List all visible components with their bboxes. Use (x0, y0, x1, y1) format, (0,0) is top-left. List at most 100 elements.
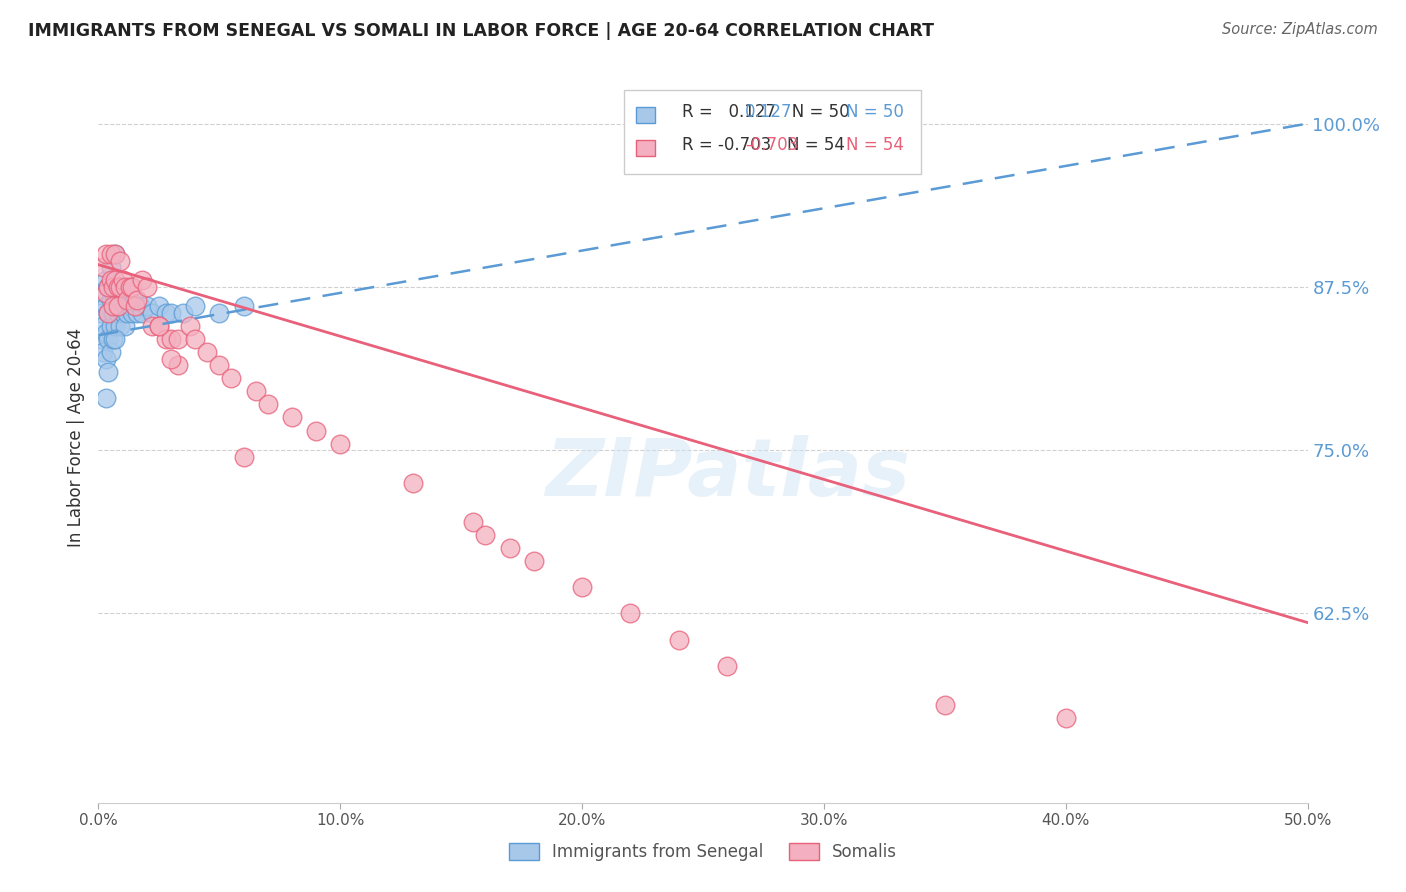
Point (124, 293, 146, 307)
Point (155, 306, 177, 320)
Point (108, 293, 131, 307)
Point (111, 286, 134, 301)
Point (245, 384, 267, 399)
Point (97, 306, 120, 320)
Point (1054, 711, 1077, 725)
Text: ZIPatlas: ZIPatlas (544, 434, 910, 513)
Point (121, 280, 143, 294)
Point (148, 319, 170, 334)
Text: R = -0.703   N = 54: R = -0.703 N = 54 (682, 136, 845, 153)
Point (141, 306, 163, 320)
Point (94, 273, 117, 287)
Point (114, 280, 136, 294)
Point (208, 306, 231, 320)
Point (135, 300, 157, 314)
Point (104, 247, 127, 261)
Point (97, 280, 120, 294)
Point (108, 280, 131, 294)
Point (94, 326, 117, 340)
Bar (637, 107, 655, 123)
Point (131, 273, 153, 287)
Point (100, 247, 122, 261)
Point (108, 319, 131, 334)
Point (668, 632, 690, 647)
Point (101, 332, 124, 346)
Point (498, 541, 520, 555)
Point (107, 306, 129, 320)
Point (91, 319, 114, 334)
Point (101, 300, 124, 314)
Point (107, 300, 129, 314)
Point (117, 293, 139, 307)
Point (463, 515, 485, 529)
Point (179, 319, 201, 334)
Point (128, 300, 150, 314)
Point (127, 293, 149, 307)
Point (100, 293, 122, 307)
Point (104, 300, 127, 314)
Point (100, 260, 122, 275)
Point (118, 280, 141, 294)
Point (97, 306, 120, 320)
Text: Source: ZipAtlas.com: Source: ZipAtlas.com (1222, 22, 1378, 37)
Point (111, 306, 134, 320)
Point (232, 450, 254, 464)
Point (184, 300, 207, 314)
Point (101, 280, 124, 294)
Point (104, 273, 127, 287)
Point (91, 260, 114, 275)
Point (108, 253, 131, 268)
Point (934, 698, 956, 712)
Point (329, 436, 352, 450)
Point (619, 607, 641, 621)
Point (172, 306, 194, 320)
Point (94, 286, 117, 301)
Point (148, 300, 170, 314)
Text: IMMIGRANTS FROM SENEGAL VS SOMALI IN LABOR FORCE | AGE 20-64 CORRELATION CHART: IMMIGRANTS FROM SENEGAL VS SOMALI IN LAB… (28, 22, 934, 40)
Text: 0.127: 0.127 (745, 103, 793, 120)
Point (184, 332, 207, 346)
Point (131, 306, 153, 320)
Text: -0.703: -0.703 (745, 136, 799, 153)
Point (107, 280, 129, 294)
Point (97, 280, 120, 294)
Point (117, 306, 139, 320)
Text: N = 54: N = 54 (845, 136, 904, 153)
Bar (637, 140, 655, 156)
Point (94, 391, 117, 405)
Point (94, 351, 117, 366)
Point (281, 410, 304, 425)
Point (208, 358, 231, 372)
Point (118, 300, 141, 314)
Point (135, 280, 157, 294)
Point (716, 658, 738, 673)
Point (91, 345, 114, 359)
Y-axis label: In Labor Force | Age 20-64: In Labor Force | Age 20-64 (66, 327, 84, 547)
Point (221, 371, 243, 385)
Point (474, 528, 496, 542)
Point (104, 247, 127, 261)
FancyBboxPatch shape (624, 90, 921, 174)
Point (100, 273, 122, 287)
Point (148, 319, 170, 334)
Legend: Immigrants from Senegal, Somalis: Immigrants from Senegal, Somalis (502, 836, 904, 868)
Point (160, 332, 183, 346)
Point (104, 319, 127, 334)
Point (167, 358, 190, 372)
Point (155, 332, 177, 346)
Point (104, 280, 127, 294)
Point (97, 365, 120, 379)
Point (101, 306, 124, 320)
Point (94, 300, 117, 314)
Point (305, 424, 328, 438)
Point (101, 286, 124, 301)
Point (167, 332, 190, 346)
Point (107, 280, 129, 294)
Point (114, 300, 136, 314)
Point (402, 475, 425, 490)
Point (90, 306, 112, 320)
Text: R =   0.127   N = 50: R = 0.127 N = 50 (682, 103, 851, 120)
Point (94, 247, 117, 261)
Point (127, 306, 149, 320)
Point (104, 332, 127, 346)
